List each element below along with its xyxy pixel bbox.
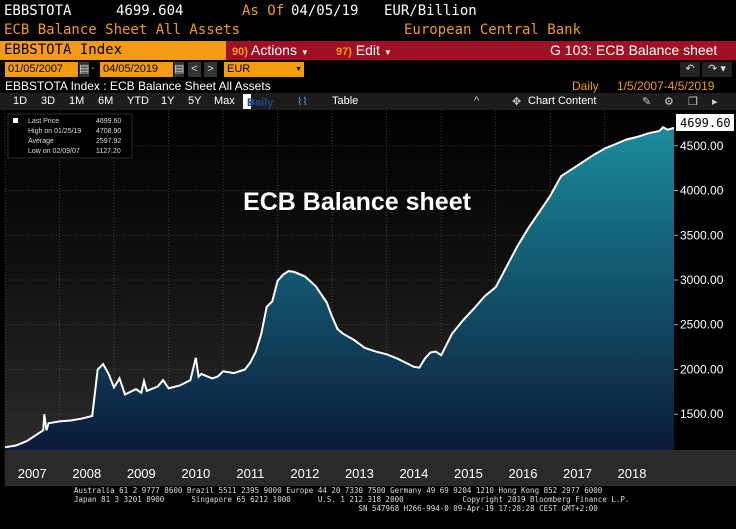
x-tick-label: 2011 (236, 466, 264, 481)
prev-button[interactable]: < (188, 62, 201, 77)
edit-number: 97) (336, 46, 352, 58)
x-tick-label: 2010 (181, 466, 210, 481)
tab-table[interactable]: Table (332, 95, 359, 107)
period-5y[interactable]: 5Y (188, 95, 202, 107)
x-axis-band (5, 450, 736, 486)
x-tick-label: 2015 (454, 466, 483, 481)
actions-menu[interactable]: 90) Actions ▼ (232, 41, 309, 60)
chart-title: ECB Balance sheet (243, 188, 472, 216)
currency-select[interactable]: EUR ▼ (224, 62, 304, 77)
chart-subheader: EBBSTOTA Index : ECB Balance Sheet All A… (0, 78, 736, 93)
legend-high-value: 4708.90 (96, 128, 121, 135)
last-value-tag: 4699.60 (676, 114, 734, 131)
edit-icon[interactable]: ✎ (642, 96, 652, 108)
legend: Last Price 4699.60 High on 01/25/19 4708… (7, 113, 133, 159)
footer-line-2: Japan 81 3 3201 8900 Singapore 65 6212 1… (74, 495, 630, 504)
next-button[interactable]: > (204, 62, 217, 77)
redo-button[interactable]: ↷ ▾ (702, 62, 732, 77)
chart-content-button[interactable]: Chart Content (528, 95, 597, 107)
ticker-label: EBBSTOTA (4, 3, 72, 19)
footer-line-1: Australia 61 2 9777 8600 Brazil 5511 239… (74, 486, 603, 495)
range-label: 1/5/2007-4/5/2019 (617, 79, 715, 93)
series-area (5, 127, 674, 450)
edit-label: Edit (355, 42, 380, 58)
legend-low-label: Low on 02/09/07 (28, 148, 80, 155)
copy-icon[interactable]: ❐ (688, 96, 698, 108)
edit-menu[interactable]: 97) Edit ▼ (336, 41, 392, 60)
y-tick-label: 3500.00 (680, 228, 724, 242)
period-1y[interactable]: 1Y (161, 95, 175, 107)
period-3d[interactable]: 3D (41, 95, 56, 107)
description-header: ECB Balance Sheet All Assets European Ce… (0, 20, 736, 40)
x-tick-label: 2018 (618, 466, 647, 481)
footer: Australia 61 2 9777 8600 Brazil 5511 239… (0, 486, 736, 529)
period-toolbar: 1D 3D 1M 6M YTD 1Y 5Y Max Daily ▼ ⌇⌇ Tab… (0, 93, 736, 110)
period-1d[interactable]: 1D (13, 95, 28, 107)
legend-high-label: High on 01/25/19 (28, 128, 81, 135)
chart-description: EBBSTOTA Index : ECB Balance Sheet All A… (5, 79, 271, 93)
security-field[interactable]: EBBSTOTA Index (0, 41, 226, 60)
chart-content-icon[interactable]: ✥ (512, 96, 522, 108)
y-axis: 1500.00 2000.00 2500.00 3000.00 3500.00 4000.… (674, 139, 724, 421)
undo-button[interactable]: ↶ (680, 62, 700, 77)
legend-last-label: Last Price (28, 118, 59, 125)
chart-area: 1500.00 2000.00 2500.00 3000.00 3500.00 4000.… (4, 110, 736, 486)
date-controls: 01/05/2007 ▤ - 04/05/2019 ▤ < > EUR ▼ ↶ … (0, 61, 736, 78)
x-tick-label: 2012 (290, 466, 319, 481)
calendar-icon[interactable]: ▤ (174, 62, 185, 77)
source-label: European Central Bank (404, 22, 582, 38)
last-value: 4699.604 (116, 3, 184, 19)
daily-dropdown[interactable]: Daily ▼ (243, 94, 273, 109)
y-tick-label: 3000.00 (680, 273, 724, 287)
line-chart-icon[interactable]: ⌇⌇ (297, 96, 308, 108)
x-tick-label: 2008 (72, 466, 101, 481)
footer-line-3: SN 547968 H266-994-0 09-Apr-19 17:28:28 … (74, 504, 598, 513)
legend-average-value: 2597.92 (96, 138, 121, 145)
collapse-icon[interactable]: ^ (474, 95, 480, 107)
y-tick-label: 1500.00 (680, 407, 724, 421)
as-of-date: 04/05/19 (291, 3, 359, 19)
legend-average-label: Average (28, 138, 54, 145)
calendar-icon[interactable]: ▤ (79, 62, 90, 77)
start-date-input[interactable]: 01/05/2007 (5, 62, 78, 77)
x-tick-label: 2014 (399, 466, 428, 481)
x-tick-label: 2013 (345, 466, 374, 481)
chevron-down-icon: ▼ (295, 66, 302, 73)
as-of-label: As Of (242, 3, 285, 19)
dropdown-icon: ▼ (383, 48, 392, 57)
y-tick-label: 4500.00 (680, 139, 724, 153)
settings-icon[interactable]: ⚙ (664, 96, 674, 108)
x-tick-label: 2007 (18, 466, 47, 481)
security-header: EBBSTOTA 4699.604 As Of 04/05/19 EUR/Bil… (0, 0, 736, 20)
last-value-tag-label: 4699.60 (680, 116, 731, 130)
y-tick-label: 2000.00 (680, 362, 724, 376)
periodicity-label: Daily (572, 79, 599, 93)
series-line (4, 125, 675, 449)
period-ytd[interactable]: YTD (127, 95, 149, 107)
legend-last-value: 4699.60 (96, 118, 121, 125)
actions-number: 90) (232, 46, 248, 58)
actions-label: Actions (251, 42, 297, 58)
function-toolbar: EBBSTOTA Index 90) Actions ▼ 97) Edit ▼ … (0, 41, 736, 60)
units-label: EUR/Billion (384, 3, 477, 19)
date-separator: - (91, 62, 95, 74)
currency-value: EUR (227, 63, 251, 75)
y-tick-label: 2500.00 (680, 318, 724, 332)
period-6m[interactable]: 6M (98, 95, 114, 107)
period-1m[interactable]: 1M (69, 95, 85, 107)
period-max[interactable]: Max (214, 95, 235, 107)
end-date-input[interactable]: 04/05/2019 (100, 62, 173, 77)
legend-low-value: 1127.20 (96, 148, 121, 155)
function-title: G 103: ECB Balance sheet (550, 42, 718, 58)
y-tick-label: 4000.00 (680, 184, 724, 198)
x-tick-label: 2017 (563, 466, 592, 481)
x-axis-labels: 2007 2008 2009 2010 2011 2012 2013 2014 2015 2016… (18, 466, 647, 481)
more-icon[interactable]: ▸ (712, 96, 718, 108)
x-tick-label: 2009 (127, 466, 156, 481)
dropdown-icon: ▼ (300, 48, 309, 57)
x-tick-label: 2016 (509, 466, 538, 481)
chevron-down-icon: ▼ (247, 98, 256, 108)
description-label: ECB Balance Sheet All Assets (4, 22, 241, 38)
